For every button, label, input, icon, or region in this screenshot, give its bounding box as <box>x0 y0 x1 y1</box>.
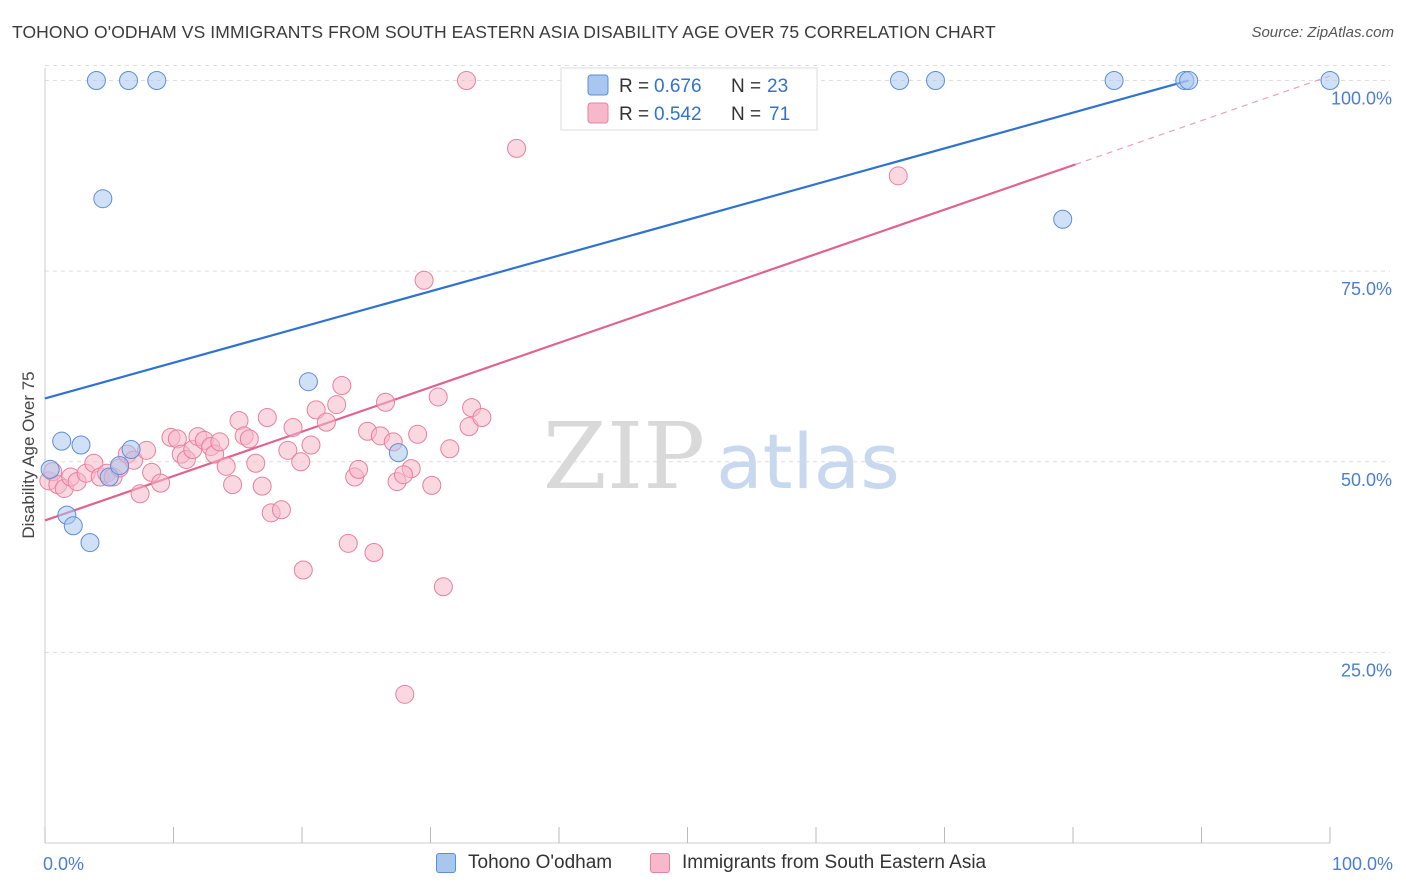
point-sea-immigrants <box>459 417 479 437</box>
point-sea-immigrants <box>394 465 414 485</box>
x-tick-label-min: 0.0% <box>43 854 84 874</box>
legend-swatch-tohono <box>436 853 456 873</box>
point-tohono <box>80 533 100 553</box>
legend-label-tohono: Tohono O'odham <box>468 852 613 873</box>
point-sea-immigrants <box>364 542 384 562</box>
point-sea-immigrants <box>440 439 460 459</box>
point-tohono <box>86 71 106 90</box>
point-sea-immigrants <box>306 400 326 420</box>
point-tohono <box>52 431 72 451</box>
watermark-atlas: atlas <box>716 417 900 506</box>
point-sea-immigrants <box>428 387 448 407</box>
y-axis-label: Disability Age Over 75 <box>19 371 38 538</box>
point-tohono <box>890 71 910 90</box>
point-sea-immigrants <box>278 440 298 460</box>
stats-legend-swatch-2 <box>587 102 609 124</box>
point-sea-immigrants <box>316 412 336 432</box>
watermark: ZIP atlas <box>543 403 900 510</box>
point-tohono <box>298 372 318 392</box>
stats-legend: R = 0.676 N = 23 R = 0.542 N = 71 <box>560 67 818 131</box>
stats-r-label-2: R = <box>619 104 649 125</box>
point-sea-immigrants <box>456 71 476 90</box>
legend-swatch-sea-immigrants <box>650 853 670 873</box>
point-sea-immigrants <box>252 476 272 496</box>
point-sea-immigrants <box>338 533 358 553</box>
stats-r-label-1: R = <box>619 76 649 97</box>
stats-n-label-2: N = <box>731 104 761 125</box>
point-tohono <box>1104 71 1124 90</box>
point-sea-immigrants <box>327 395 347 415</box>
trend-extension-sea-immigrants <box>1075 75 1331 165</box>
point-sea-immigrants <box>283 417 303 437</box>
legend-label-sea-immigrants: Immigrants from South Eastern Asia <box>682 852 987 873</box>
point-sea-immigrants <box>151 473 171 493</box>
point-sea-immigrants <box>422 475 442 495</box>
point-tohono <box>110 456 130 476</box>
point-tohono <box>147 71 167 90</box>
stats-n-value-2: 71 <box>769 104 790 125</box>
stats-r-value-1: 0.676 <box>654 76 702 97</box>
point-sea-immigrants <box>376 392 396 412</box>
point-sea-immigrants <box>507 138 527 158</box>
axes-layer: 25.0% 50.0% 75.0% 100.0% 0.0% 100.0% Disabilit… <box>19 68 1393 874</box>
point-tohono <box>93 189 113 209</box>
point-tohono <box>1320 71 1340 90</box>
trend-line-tohono <box>44 79 1189 400</box>
points-layer <box>39 71 1340 704</box>
stats-legend-swatch-1 <box>587 74 609 96</box>
point-sea-immigrants <box>246 453 266 473</box>
point-sea-immigrants <box>271 500 291 520</box>
point-sea-immigrants <box>888 166 908 186</box>
grid-layer <box>45 65 1390 653</box>
series-legend: Tohono O'odham Immigrants from South Eas… <box>0 852 1406 878</box>
point-tohono <box>121 440 141 460</box>
point-tohono <box>71 435 91 455</box>
point-sea-immigrants <box>395 684 415 704</box>
point-sea-immigrants <box>223 475 243 495</box>
point-sea-immigrants <box>408 424 428 444</box>
stats-n-label-1: N = <box>731 76 761 97</box>
point-tohono <box>1053 209 1073 229</box>
point-sea-immigrants <box>293 560 313 580</box>
point-sea-immigrants <box>433 577 453 597</box>
point-sea-immigrants <box>216 456 236 476</box>
point-sea-immigrants <box>472 408 492 428</box>
point-sea-immigrants <box>332 376 352 395</box>
y-tick-label: 100.0% <box>1331 89 1392 109</box>
point-sea-immigrants <box>301 435 321 455</box>
chart-title: TOHONO O'ODHAM VS IMMIGRANTS FROM SOUTH … <box>12 22 996 42</box>
point-tohono <box>119 71 139 90</box>
point-sea-immigrants <box>210 432 230 452</box>
point-sea-immigrants <box>130 484 150 504</box>
point-sea-immigrants <box>239 429 259 449</box>
point-tohono <box>926 71 946 90</box>
point-tohono <box>63 516 83 536</box>
legend-item-sea-immigrants: Immigrants from South Eastern Asia <box>650 852 986 874</box>
y-tick-label: 75.0% <box>1341 279 1392 299</box>
legend-item-tohono: Tohono O'odham <box>436 852 612 874</box>
source-credit: Source: ZipAtlas.com <box>1251 24 1394 41</box>
y-tick-label: 25.0% <box>1341 660 1392 680</box>
watermark-zip: ZIP <box>543 403 705 510</box>
point-sea-immigrants <box>291 452 311 472</box>
point-sea-immigrants <box>257 408 277 428</box>
point-tohono <box>40 459 60 479</box>
stats-r-value-2: 0.542 <box>654 104 702 125</box>
stats-n-value-1: 23 <box>767 76 788 97</box>
x-tick-label-max: 100.0% <box>1332 854 1393 874</box>
point-sea-immigrants <box>414 270 434 290</box>
point-sea-immigrants <box>349 459 369 479</box>
y-tick-label: 50.0% <box>1341 470 1392 490</box>
point-tohono <box>1179 71 1199 90</box>
point-tohono <box>388 443 408 463</box>
